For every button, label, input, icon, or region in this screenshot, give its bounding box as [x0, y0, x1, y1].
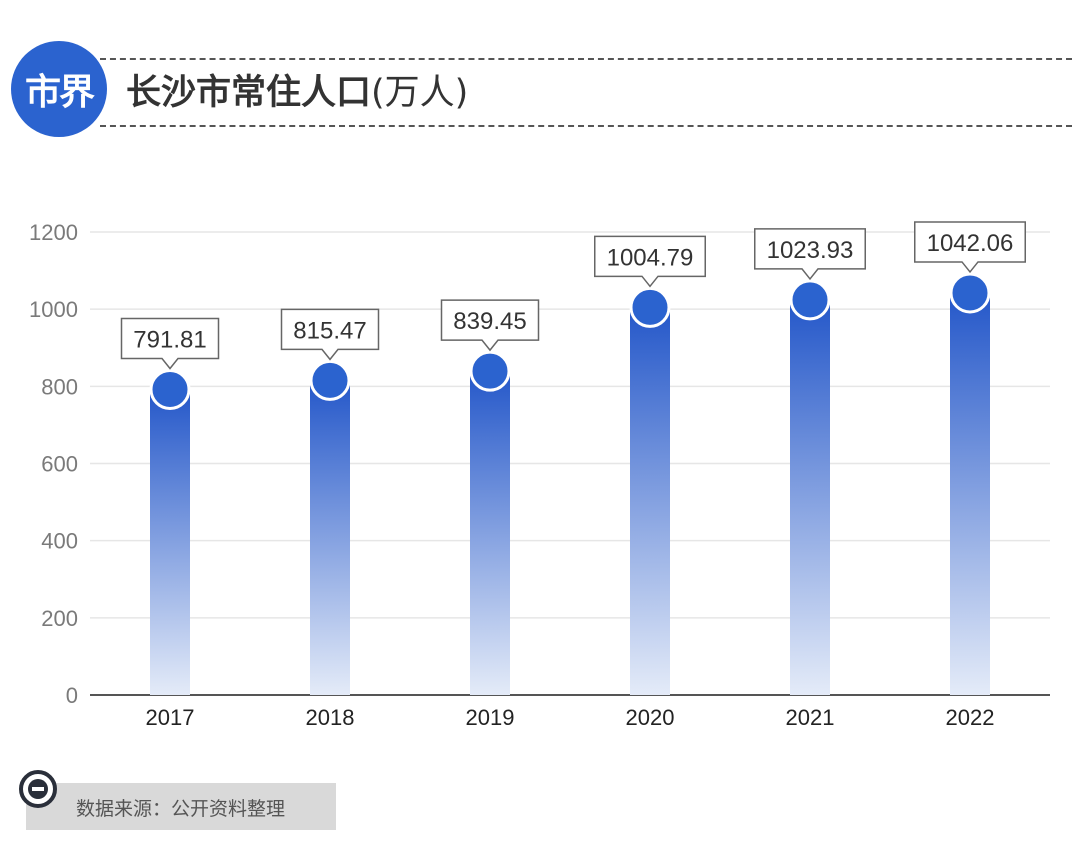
- data-label: 1023.93: [767, 237, 854, 264]
- data-label-callout: [914, 221, 1026, 274]
- data-label: 815.47: [293, 317, 366, 344]
- data-label-callout: [280, 308, 380, 361]
- bar: [470, 371, 510, 695]
- chart-title-unit: (万人): [371, 73, 469, 113]
- source-text: 数据来源：公开资料整理: [76, 798, 286, 820]
- y-tick-label: 0: [66, 683, 78, 708]
- data-label: 1042.06: [927, 230, 1014, 257]
- y-axis-ticks: 0 200 400 600 800 1000 1200: [29, 220, 78, 708]
- y-tick-label: 400: [41, 529, 78, 554]
- bar: [150, 389, 190, 695]
- grid-lines: [90, 231, 1050, 696]
- bars: 791.81 815.47 839.45 1004.79 1023.93 1042.06: [120, 221, 1026, 695]
- bar-cap: [629, 286, 671, 328]
- bar-chart: 0 200 400 600 800 1000 1200 791.81 815.47 839.45…: [29, 220, 1050, 730]
- bar-cap: [789, 279, 831, 321]
- bar-cap: [949, 272, 991, 314]
- bar-cap: [309, 359, 351, 401]
- x-tick-label: 2019: [466, 705, 515, 730]
- bar: [630, 307, 670, 695]
- logo-text: 市界: [24, 72, 95, 113]
- y-tick-label: 600: [41, 452, 78, 477]
- chart-title: 长沙市常住人口(万人): [126, 68, 468, 118]
- x-tick-label: 2020: [626, 705, 675, 730]
- data-label-callout: [594, 235, 706, 288]
- chart-title-main: 长沙市常住人口: [126, 73, 372, 113]
- data-label: 791.81: [133, 326, 206, 353]
- x-tick-label: 2017: [146, 705, 195, 730]
- y-tick-label: 200: [41, 606, 78, 631]
- x-axis-ticks: 2017 2018 2019 2020 2021 2022: [146, 705, 995, 730]
- source-box: 数据来源：公开资料整理: [26, 783, 336, 830]
- data-label: 839.45: [453, 308, 526, 335]
- x-tick-label: 2022: [946, 705, 995, 730]
- x-tick-label: 2021: [786, 705, 835, 730]
- y-tick-label: 1200: [29, 220, 78, 245]
- bar-cap: [469, 350, 511, 392]
- data-label-callout: [440, 299, 540, 352]
- title-divider-top: [100, 58, 1072, 60]
- bar: [950, 292, 990, 695]
- bar: [790, 299, 830, 695]
- logo: 市界: [11, 41, 107, 137]
- x-tick-label: 2018: [306, 705, 355, 730]
- y-tick-label: 1000: [29, 297, 78, 322]
- bar-cap: [149, 368, 191, 410]
- title-divider-bottom: [100, 125, 1072, 127]
- data-label: 1004.79: [607, 244, 694, 271]
- data-label-callout: [120, 317, 220, 370]
- bar: [310, 380, 350, 695]
- data-label-callout: [754, 228, 866, 281]
- minus-circle-icon: [19, 770, 57, 808]
- y-tick-label: 800: [41, 374, 78, 399]
